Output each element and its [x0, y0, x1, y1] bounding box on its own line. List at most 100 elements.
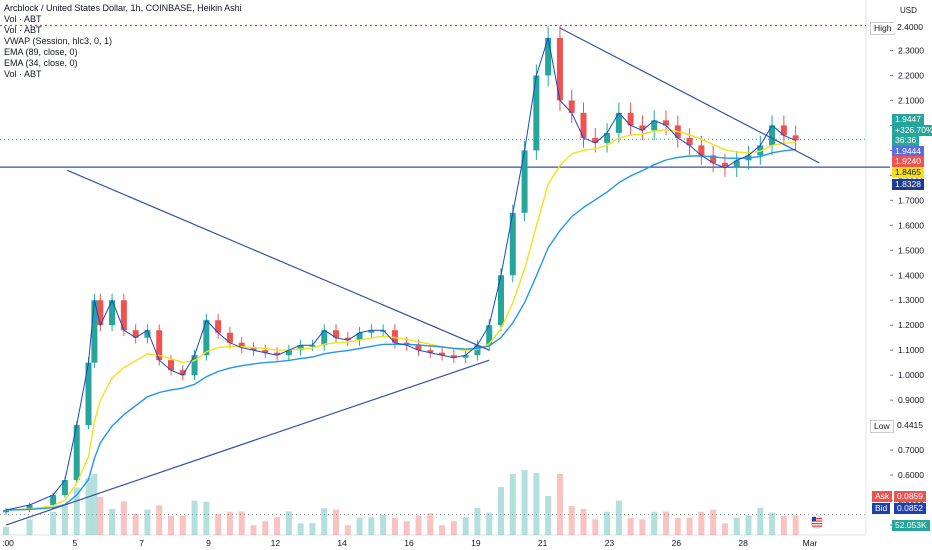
candle-body — [120, 300, 127, 331]
trendline — [67, 169, 490, 351]
candle-body — [285, 350, 292, 356]
y-tick-label: 0.6000 — [898, 470, 924, 480]
volume-bar — [627, 518, 634, 535]
candle-body — [274, 352, 281, 356]
candle-body — [144, 330, 151, 338]
volume-bar — [61, 504, 68, 535]
x-tick-label: 16 — [404, 538, 414, 548]
chart-legend: Arcblock / United States Dollar, 1h, COI… — [4, 3, 242, 80]
candle-body — [698, 145, 705, 156]
candle-body — [191, 355, 198, 376]
ema89-line — [5, 148, 796, 511]
candle-body — [592, 137, 599, 143]
candle-body — [26, 505, 33, 511]
candle-body — [721, 162, 728, 168]
candle-body — [780, 125, 787, 136]
candle-body — [309, 345, 316, 347]
candle-body — [545, 37, 552, 76]
change-tag: +326.70% — [892, 125, 932, 136]
high-label: High — [870, 22, 896, 35]
y-tick-label: 1.5000 — [898, 245, 924, 255]
candle-body — [250, 347, 257, 351]
y-tick-label: 2.3000 — [898, 45, 924, 55]
volume-bar — [120, 501, 127, 535]
candle-body — [132, 330, 139, 338]
symbol-title: Arcblock / United States Dollar, 1h, COI… — [4, 3, 242, 13]
trendline — [559, 27, 820, 164]
volume-bar — [710, 509, 717, 535]
volume-bar — [545, 496, 552, 535]
volume-bar — [226, 511, 233, 535]
us-flag-stripe — [812, 520, 822, 522]
volume-bar — [85, 478, 92, 535]
candle-body — [474, 345, 481, 356]
ema34-line — [5, 129, 796, 511]
x-tick-label: :00 — [2, 538, 14, 548]
x-tick-label: 5 — [72, 538, 77, 548]
volume-bar — [274, 517, 281, 535]
bid-label: Bid — [872, 503, 891, 514]
candle-body — [450, 355, 457, 358]
legend-line-3: VWAP (Session, hlc3, 0, 1) — [4, 36, 113, 46]
volume-bar — [533, 473, 540, 535]
x-tick-label: 7 — [139, 538, 144, 548]
volume-bar — [203, 501, 210, 535]
volume-bar — [780, 515, 787, 535]
candle-body — [203, 320, 210, 356]
x-tick-label: 19 — [471, 538, 481, 548]
volume-bar — [721, 523, 728, 535]
candle-body — [415, 345, 422, 351]
candle-body — [533, 75, 540, 151]
volume-bar — [509, 474, 516, 535]
candle-body — [73, 425, 80, 481]
candle-body — [109, 300, 116, 326]
volume-bar — [663, 511, 669, 535]
candle-body — [344, 337, 351, 341]
trendline — [5, 359, 490, 526]
volume-bar — [498, 487, 504, 535]
y-tick-label: 1.1000 — [898, 345, 924, 355]
volume-bar — [380, 515, 387, 535]
ask-label: Ask — [872, 491, 893, 502]
volume-bar — [368, 517, 375, 535]
x-tick-label: 12 — [271, 538, 281, 548]
candle-body — [486, 325, 493, 346]
candle-body — [168, 360, 174, 371]
us-flag-stripe — [812, 525, 822, 527]
y-tick-label: 0.7000 — [898, 445, 924, 455]
volume-bar — [450, 521, 457, 535]
candle-body — [156, 330, 163, 361]
vwap-line — [5, 37, 796, 511]
volume-tag: 52.053K — [892, 520, 930, 531]
volume-bar — [132, 513, 139, 535]
y-tick-label: 0.9000 — [898, 395, 924, 405]
candle-body — [580, 112, 587, 138]
x-tick-label: Mar — [803, 538, 818, 548]
volume-bar — [262, 521, 269, 535]
candle-body — [509, 212, 516, 276]
volume-bar — [356, 517, 363, 535]
x-tick-label: 21 — [538, 538, 548, 548]
legend-line-6: Vol · ABT — [4, 69, 42, 79]
candle-body — [333, 330, 339, 338]
candle-body — [3, 510, 9, 513]
ask-value: 0.0859 — [894, 491, 926, 502]
legend-line-4: EMA (89, close, 0) — [4, 47, 78, 57]
candle-body — [792, 135, 799, 141]
candle-body — [439, 352, 446, 356]
volume-bar — [769, 512, 776, 535]
candle-body — [85, 362, 92, 426]
volume-bar — [179, 515, 186, 535]
volume-bar — [321, 508, 328, 535]
volume-bar — [109, 509, 116, 535]
volume-bar — [144, 509, 151, 535]
y-tick-label: 1.6000 — [898, 220, 924, 230]
candle-body — [297, 345, 304, 351]
candle-body — [663, 120, 669, 126]
volume-bar — [757, 507, 764, 535]
volume-bar — [462, 517, 469, 535]
candle-body — [710, 155, 717, 163]
y-tick-label: 1.0000 — [898, 370, 924, 380]
ema34-tag: 1.9240 — [892, 156, 924, 167]
